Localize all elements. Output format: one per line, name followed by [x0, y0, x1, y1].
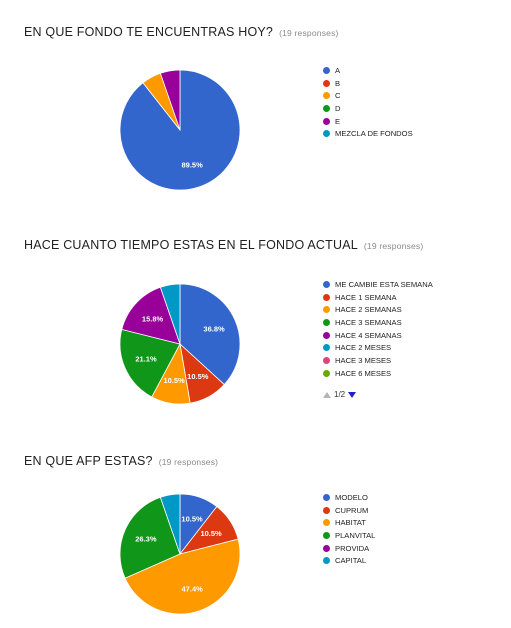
legend-swatch [323, 493, 330, 501]
legend-swatch [323, 306, 330, 314]
legend-label: HACE 2 SEMANAS [335, 305, 402, 315]
legend-item-capital[interactable]: CAPITAL [323, 554, 375, 567]
chart-3-responses: (19 responses) [158, 457, 219, 467]
legend-item-hace-6-meses[interactable]: HACE 6 MESES [323, 367, 433, 380]
legend-label: ME CAMBIE ESTA SEMANA [335, 279, 433, 289]
legend-label: HACE 3 MESES [335, 355, 392, 365]
pie-slice-hace-4-semanas[interactable] [121, 286, 181, 345]
slice-value-label: 10.5% [181, 514, 203, 523]
legend-label: A [335, 65, 341, 75]
legend-swatch [323, 369, 330, 377]
pie-slice-planvital[interactable] [119, 496, 181, 579]
slice-value-label: 26.3% [135, 535, 157, 544]
legend-label: HACE 6 MESES [335, 368, 392, 378]
pie-slice-me-cambie-esta-semana[interactable] [179, 283, 241, 386]
legend-label: MODELO [335, 492, 368, 502]
slice-value-label: 10.5% [187, 372, 209, 381]
legend-swatch [323, 557, 330, 565]
slice-value-label: 10.5% [163, 376, 185, 385]
slice-value-label: 21.1% [135, 355, 157, 364]
legend-swatch [323, 506, 330, 514]
legend-swatch [323, 519, 330, 527]
legend-swatch [323, 331, 330, 339]
legend-swatch [323, 66, 330, 74]
legend-swatch [323, 356, 330, 364]
next-page-icon[interactable] [348, 391, 357, 398]
slice-value-label: 47.4% [182, 585, 204, 594]
chart-2-pie: 36.8% 10.5%10.5% 21.1% 15.8% [119, 283, 241, 405]
pie-slice-habitat[interactable] [124, 538, 241, 615]
pie-slice-hace-3-semanas[interactable] [119, 328, 181, 398]
legend-item-a[interactable]: A [323, 64, 413, 77]
slice-value-label: 15.8% [142, 314, 164, 323]
slice-value-label: 89.5% [182, 161, 204, 170]
legend-label: CUPRUM [335, 505, 369, 515]
legend-label: CAPITAL [335, 556, 367, 566]
legend-label: MEZCLA DE FONDOS [335, 129, 413, 139]
legend-swatch [323, 130, 330, 138]
legend-item-provida[interactable]: PROVIDA [323, 542, 375, 555]
legend-item-hace-2-meses[interactable]: HACE 2 MESES [323, 341, 433, 354]
legend-label: HACE 4 SEMANAS [335, 330, 402, 340]
legend-label: HABITAT [335, 518, 366, 528]
legend-label: PLANVITAL [335, 530, 376, 540]
pie-slice-hace-2-meses[interactable] [159, 283, 181, 345]
chart-2-legend: ME CAMBIE ESTA SEMANA HACE 1 SEMANA HACE 2… [323, 278, 433, 380]
legend-label: E [335, 116, 341, 126]
legend-item-hace-3-semanas[interactable]: HACE 3 SEMANAS [323, 316, 433, 329]
legend-swatch [323, 92, 330, 100]
legend-label: C [335, 91, 341, 101]
legend-swatch [323, 544, 330, 552]
legend-swatch [323, 104, 330, 112]
pie-slice-e[interactable] [159, 69, 181, 131]
legend-item-b[interactable]: B [323, 77, 413, 90]
legend-page-indicator: 1/2 [334, 390, 346, 399]
legend-label: D [335, 103, 341, 113]
legend-swatch [323, 293, 330, 301]
chart-1-responses: (19 responses) [279, 28, 339, 38]
chart-3-title-text: EN QUE AFP ESTAS? [24, 454, 153, 468]
legend-item-modelo[interactable]: MODELO [323, 491, 375, 504]
legend-item-hace-1-semana[interactable]: HACE 1 SEMANA [323, 291, 433, 304]
legend-item-cuprum[interactable]: CUPRUM [323, 504, 375, 517]
chart-1-title: EN QUE FONDO TE ENCUENTRAS HOY? (19 respo… [24, 25, 339, 39]
legend-item-me-cambie-esta-semana[interactable]: ME CAMBIE ESTA SEMANA [323, 278, 433, 291]
legend-item-planvital[interactable]: PLANVITAL [323, 529, 375, 542]
legend-item-habitat[interactable]: HABITAT [323, 516, 375, 529]
legend-label: HACE 1 SEMANA [335, 292, 397, 302]
pie-slice-capital[interactable] [159, 493, 181, 555]
chart-1-pie: 89.5% [119, 69, 241, 191]
previous-page-icon[interactable] [323, 391, 331, 398]
legend-label: B [335, 78, 341, 88]
chart-3-legend: MODELO CUPRUM HABITAT PLANVITAL PROVIDA CAPIT… [323, 491, 375, 567]
legend-swatch [323, 531, 330, 539]
legend-label: PROVIDA [335, 543, 370, 553]
chart-2-title: HACE CUANTO TIEMPO ESTAS EN EL FONDO ACT… [24, 238, 423, 252]
legend-item-mezcla-de-fondos[interactable]: MEZCLA DE FONDOS [323, 127, 413, 140]
slice-value-label: 10.5% [200, 529, 222, 538]
legend-pager: 1/2 [323, 390, 357, 399]
legend-item-d[interactable]: D [323, 102, 413, 115]
legend-swatch [323, 280, 330, 288]
legend-label: HACE 3 SEMANAS [335, 317, 402, 327]
slice-value-label: 36.8% [203, 325, 225, 334]
chart-2-responses: (19 responses) [363, 241, 424, 251]
legend-item-e[interactable]: E [323, 115, 413, 128]
legend-item-hace-4-semanas[interactable]: HACE 4 SEMANAS [323, 329, 433, 342]
legend-swatch [323, 344, 330, 352]
chart-3-pie: 10.5% 10.5% 47.4% 26.3% [119, 493, 241, 615]
legend-swatch [323, 117, 330, 125]
chart-1-title-text: EN QUE FONDO TE ENCUENTRAS HOY? [24, 25, 274, 39]
chart-1-legend: A B C D E MEZCLA DE FONDOS [323, 64, 413, 140]
legend-swatch [323, 79, 330, 87]
legend-swatch [323, 318, 330, 326]
legend-item-hace-3-meses[interactable]: HACE 3 MESES [323, 354, 433, 367]
chart-3-title: EN QUE AFP ESTAS? (19 responses) [24, 454, 218, 468]
chart-2-title-text: HACE CUANTO TIEMPO ESTAS EN EL FONDO ACT… [24, 238, 358, 252]
legend-label: HACE 2 MESES [335, 343, 392, 353]
legend-item-c[interactable]: C [323, 89, 413, 102]
legend-item-hace-2-semanas[interactable]: HACE 2 SEMANAS [323, 303, 433, 316]
